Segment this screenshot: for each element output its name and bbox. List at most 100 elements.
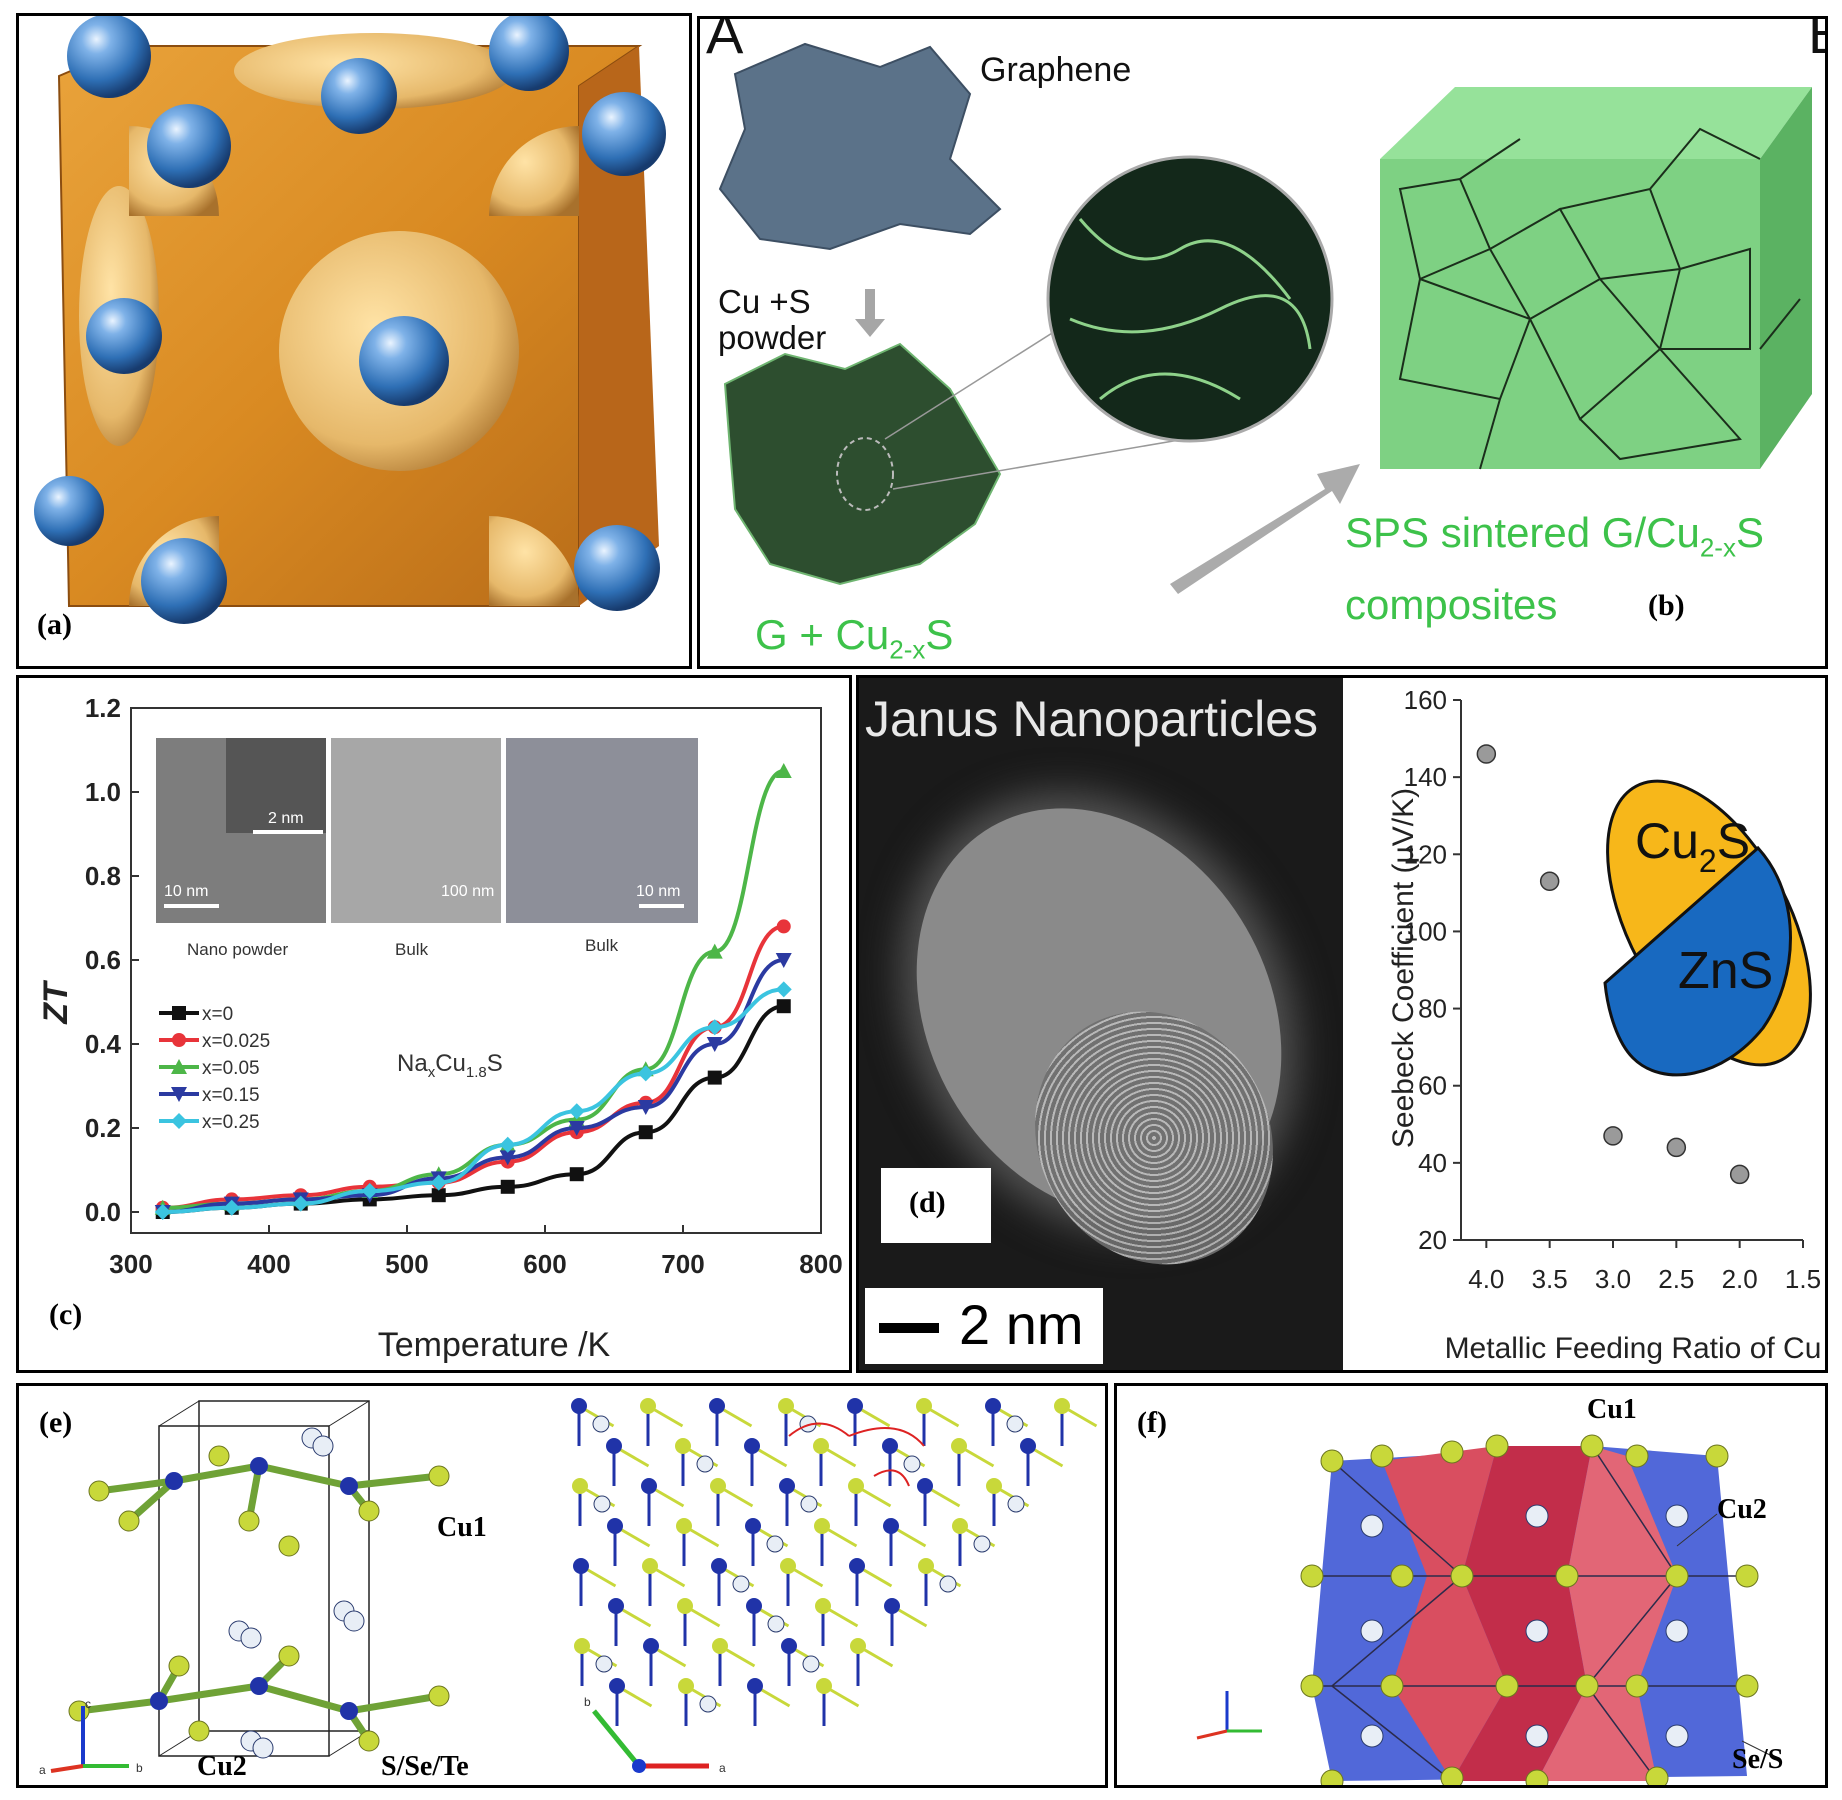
formula-18: 1.8 xyxy=(466,1064,487,1081)
inset-scale-10nm-a: 10 nm xyxy=(164,883,209,900)
composite-label-suffix: S xyxy=(925,611,954,658)
series-line xyxy=(162,987,784,1214)
cu2-atom xyxy=(593,1495,611,1513)
data-point xyxy=(292,1195,309,1212)
lattice-atom xyxy=(712,1638,728,1654)
inset-caption-2: Bulk xyxy=(395,940,429,959)
lattice-atom xyxy=(814,1518,830,1534)
cu2s-cu: Cu xyxy=(1635,813,1699,869)
legend-label: x=0.025 xyxy=(202,1031,270,1052)
cu2-atom xyxy=(903,1455,921,1473)
graphene-flake xyxy=(718,42,1002,251)
legend-label: x=0.15 xyxy=(202,1085,260,1106)
y-axis-label: Seebeck Coefficient (μV/K) xyxy=(1387,788,1420,1148)
lattice-atom xyxy=(571,1398,587,1414)
lattice-atom xyxy=(747,1678,763,1694)
x-tick-label: 300 xyxy=(109,1249,152,1279)
y-tick-label: 0.8 xyxy=(85,861,121,891)
lattice-atom xyxy=(816,1678,832,1694)
composite-flake xyxy=(723,342,1002,586)
data-point xyxy=(638,1125,653,1140)
blue-atom xyxy=(359,316,449,406)
lattice-atom xyxy=(883,1518,899,1534)
y-tick-label: 140 xyxy=(1404,762,1447,792)
y-tick-label: 80 xyxy=(1418,994,1447,1024)
lattice-atom xyxy=(849,1558,865,1574)
y-tick-label: 0.2 xyxy=(85,1113,121,1143)
data-point xyxy=(706,1037,723,1052)
data-point xyxy=(775,981,792,998)
lattice-atom xyxy=(848,1478,864,1494)
lattice-atom xyxy=(608,1598,624,1614)
legend-label: x=0.05 xyxy=(202,1058,260,1079)
data-point xyxy=(171,1113,187,1129)
panel-c: 300 400 500 600 700 800 0.0 0.2 0.4 0.6 0.8 1.0 1.2 … xyxy=(16,675,852,1373)
powder-label-line1: Cu +S xyxy=(718,283,811,320)
inset-caption-1: Nano powder xyxy=(187,940,289,959)
blue-atom xyxy=(141,538,227,624)
lattice-atom xyxy=(709,1398,725,1414)
y-tick-label: 1.2 xyxy=(85,693,121,723)
lattice-atom xyxy=(780,1558,796,1574)
data-point xyxy=(775,763,792,778)
cu2s-s: S xyxy=(1717,813,1750,869)
data-point xyxy=(568,1103,585,1120)
data-point xyxy=(569,1167,584,1182)
data-point xyxy=(1729,1164,1750,1185)
y-tick-label: 20 xyxy=(1418,1225,1447,1255)
sps-label-prefix: SPS sintered G/Cu xyxy=(1345,509,1700,556)
data-point xyxy=(499,1150,516,1166)
x-tick-label: 600 xyxy=(523,1249,566,1279)
zoom-circle xyxy=(1046,155,1334,443)
cu2-atom xyxy=(800,1495,818,1513)
lattice-atom xyxy=(640,1398,656,1414)
lattice-atom xyxy=(916,1398,932,1414)
lattice-atom xyxy=(678,1678,694,1694)
cu2-atom xyxy=(696,1455,714,1473)
lattice-atom xyxy=(985,1398,1001,1414)
data-point xyxy=(1476,744,1497,764)
cube-front xyxy=(1380,159,1760,469)
cu2s-label: Cu2S xyxy=(1635,813,1750,879)
y-tick-label: 160 xyxy=(1404,685,1447,715)
formula-label: NaxCu1.8S xyxy=(397,1050,503,1081)
lattice-atom xyxy=(574,1638,590,1654)
corner-label-right: B xyxy=(1808,19,1825,66)
composite-schematic xyxy=(718,42,1812,594)
cube-side xyxy=(1760,87,1812,469)
micro-title: Janus Nanoparticles xyxy=(865,691,1319,747)
anion-label: S/Se/Te xyxy=(381,1751,469,1782)
panel-label-c: (c) xyxy=(49,1298,83,1331)
x-axis-label: Metallic Feeding Ratio of Cu xyxy=(1445,1332,1822,1365)
formula-s: S xyxy=(487,1050,503,1077)
blue-atom xyxy=(574,525,660,611)
cu2-atom xyxy=(802,1655,820,1673)
data-point xyxy=(637,1100,654,1115)
lattice-atom xyxy=(779,1478,795,1494)
data-point xyxy=(707,1070,722,1085)
data-point xyxy=(776,919,791,934)
data-point xyxy=(776,999,791,1014)
composite-label-prefix: G + Cu xyxy=(755,611,890,658)
lattice-atom xyxy=(986,1478,1002,1494)
data-point xyxy=(775,953,792,968)
lattice-atom xyxy=(952,1518,968,1534)
cu2-atom xyxy=(732,1575,750,1593)
zns-label: ZnS xyxy=(1678,942,1773,1000)
copper-cell-illustration xyxy=(34,16,666,624)
panel-b: A B Graphene Cu +S powder G + Cu2-xS SPS… xyxy=(697,16,1828,669)
lattice-atom xyxy=(607,1518,623,1534)
x-tick-label: 3.5 xyxy=(1532,1264,1568,1294)
inset-scale-10nm-b: 10 nm xyxy=(636,883,681,900)
lattice-atom xyxy=(951,1438,967,1454)
graphene-label: Graphene xyxy=(980,51,1132,89)
big-arrow xyxy=(1170,464,1360,594)
data-point xyxy=(430,1174,447,1191)
lattice-atom xyxy=(884,1598,900,1614)
blue-atom xyxy=(582,92,666,176)
legend-label: x=0.25 xyxy=(202,1112,260,1133)
panel-label-d: (d) xyxy=(909,1186,946,1219)
cu2-atom xyxy=(699,1695,717,1713)
y-tick-label: 40 xyxy=(1418,1148,1447,1178)
series-line xyxy=(162,958,785,1214)
